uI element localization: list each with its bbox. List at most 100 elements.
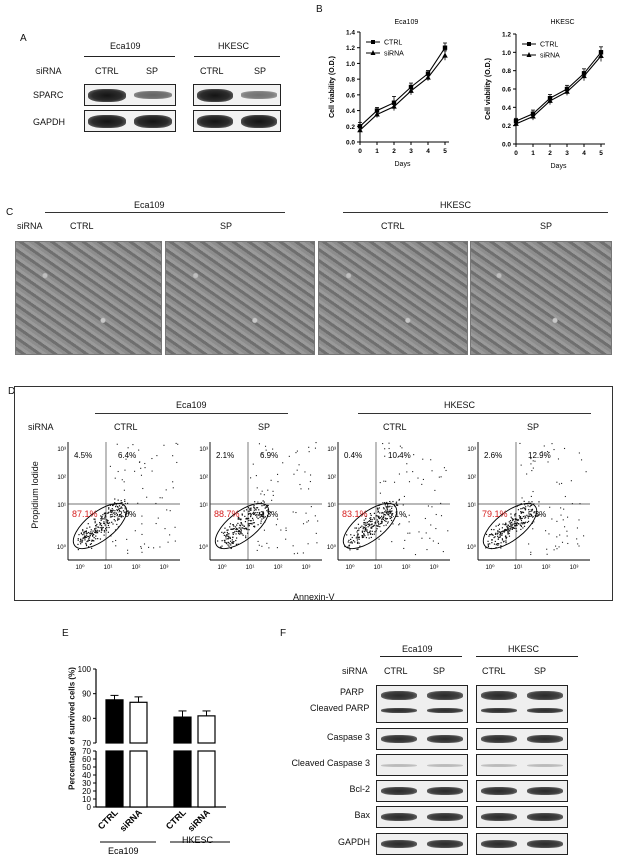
event-dot: [354, 527, 356, 529]
event-dot: [227, 533, 229, 535]
group-line: [476, 656, 578, 657]
event-dot: [86, 536, 88, 538]
event-dot: [104, 516, 106, 518]
event-dot: [239, 532, 242, 534]
event-dot: [551, 518, 553, 520]
event-dot: [392, 512, 394, 515]
event-dot: [501, 539, 504, 541]
event-dot: [578, 519, 580, 521]
event-dot: [511, 521, 513, 524]
event-dot: [85, 542, 87, 544]
event-dot: [106, 520, 108, 522]
event-dot: [267, 509, 269, 511]
event-dot: [402, 504, 404, 506]
event-dot: [510, 516, 512, 518]
event-dot: [227, 529, 229, 531]
event-dot: [546, 451, 549, 453]
event-dot: [251, 523, 253, 525]
event-dot: [505, 523, 507, 525]
event-dot: [391, 541, 393, 543]
event-dot: [127, 512, 129, 515]
event-dot: [85, 544, 88, 547]
micrograph: [470, 241, 612, 355]
event-dot: [121, 479, 123, 481]
event-dot: [314, 515, 316, 517]
event-dot: [270, 479, 272, 481]
event-dot: [235, 527, 238, 530]
event-dot: [531, 470, 533, 472]
event-dot: [570, 480, 572, 482]
event-dot: [114, 529, 117, 531]
event-dot: [500, 534, 502, 536]
event-dot: [376, 519, 378, 521]
event-dot: [253, 513, 255, 515]
event-dot: [515, 518, 517, 520]
condition-label: CTRL: [114, 422, 138, 432]
event-dot: [562, 519, 564, 521]
event-dot: [167, 541, 169, 543]
event-dot: [383, 514, 385, 516]
event-dot: [232, 532, 234, 534]
event-dot: [513, 523, 515, 525]
blot-box: [476, 833, 568, 855]
event-dot: [94, 531, 96, 533]
event-dot: [285, 538, 287, 540]
event-dot: [228, 537, 230, 539]
event-dot: [100, 524, 103, 527]
event-dot: [384, 511, 386, 513]
event-dot: [233, 540, 235, 543]
event-dot: [128, 511, 130, 513]
event-dot: [497, 535, 499, 537]
event-dot: [95, 532, 97, 534]
event-dot: [578, 545, 580, 547]
event-dot: [300, 488, 302, 490]
event-dot: [142, 487, 144, 490]
event-dot: [522, 507, 524, 509]
event-dot: [105, 529, 108, 531]
event-dot: [370, 524, 372, 526]
event-dot: [397, 504, 399, 506]
event-dot: [358, 538, 360, 540]
event-dot: [440, 502, 442, 504]
event-dot: [526, 521, 529, 524]
event-dot: [137, 502, 139, 504]
event-dot: [253, 506, 255, 508]
event-dot: [293, 553, 295, 555]
event-dot: [533, 521, 535, 523]
panel-f-label: F: [280, 628, 287, 639]
group-line: [343, 212, 608, 213]
y-tick-label: 0.0: [346, 140, 355, 147]
event-dot: [114, 520, 116, 522]
event-dot: [522, 527, 524, 529]
event-dot: [224, 531, 226, 533]
y-tick-label: 0.8: [346, 77, 355, 84]
event-dot: [260, 520, 262, 522]
quadrant-ur-value: 6.9%: [260, 451, 278, 460]
event-dot: [144, 467, 146, 469]
event-dot: [585, 471, 587, 473]
event-dot: [373, 533, 375, 535]
event-dot: [112, 515, 114, 517]
event-dot: [296, 450, 298, 452]
event-dot: [110, 511, 112, 513]
event-dot: [437, 542, 439, 544]
event-dot: [245, 509, 248, 511]
event-dot: [77, 543, 79, 546]
event-dot: [100, 529, 103, 531]
y-tick-label: 10¹: [327, 503, 336, 509]
event-dot: [83, 533, 85, 535]
event-dot: [112, 523, 114, 525]
event-dot: [140, 467, 142, 469]
panel-c-label: C: [6, 207, 14, 218]
event-dot: [243, 510, 245, 512]
event-dot: [164, 528, 166, 530]
event-dot: [407, 532, 409, 534]
event-dot: [104, 518, 106, 520]
protein-band: [527, 787, 563, 795]
event-dot: [529, 513, 531, 516]
event-dot: [263, 515, 265, 517]
event-dot: [250, 507, 252, 509]
event-dot: [364, 535, 366, 537]
event-dot: [248, 519, 250, 521]
event-dot: [155, 502, 157, 505]
